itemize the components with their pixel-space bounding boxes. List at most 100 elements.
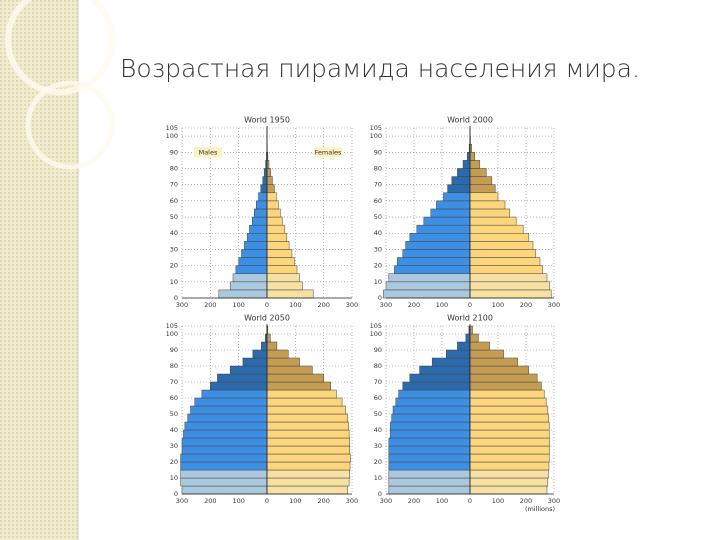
bar	[252, 349, 268, 359]
y-tick-label: 10	[170, 474, 178, 482]
bar	[388, 445, 471, 455]
bar	[210, 381, 268, 391]
deco-circle	[25, 80, 115, 170]
y-tick-label: 80	[170, 362, 178, 370]
y-tick-label: 40	[170, 426, 178, 434]
y-tick-label: 100	[370, 132, 382, 140]
bar	[246, 232, 268, 242]
bar	[457, 168, 471, 177]
y-tick-label: 70	[374, 181, 382, 189]
bar	[266, 176, 273, 185]
bar	[391, 413, 471, 423]
y-tick-label: 20	[374, 262, 382, 270]
chart-title: World 1950	[244, 116, 290, 125]
bar	[181, 437, 268, 447]
bar	[266, 241, 290, 250]
bar	[266, 453, 351, 463]
bar	[465, 333, 471, 343]
x-tick-label: 200	[520, 301, 532, 309]
bar	[266, 413, 348, 423]
y-tick-label: 0	[378, 294, 382, 302]
bar	[409, 232, 471, 242]
bar	[266, 208, 281, 218]
bar	[469, 176, 493, 185]
y-tick-label: 50	[170, 410, 178, 418]
y-tick-label: 60	[170, 197, 178, 205]
x-tick-label: 100	[492, 497, 504, 505]
y-tick-label: 50	[374, 213, 382, 221]
y-tick-label: 90	[170, 148, 178, 156]
bar	[266, 333, 271, 343]
y-tick-label: 30	[374, 442, 382, 450]
bar	[451, 176, 471, 185]
bar	[266, 381, 331, 391]
bar	[190, 405, 268, 415]
bar	[254, 208, 268, 218]
bar	[266, 397, 343, 407]
y-tick-label: 40	[170, 229, 178, 237]
x-tick-label: 200	[408, 497, 420, 505]
bar	[194, 397, 268, 407]
y-tick-label: 90	[374, 148, 382, 156]
bar	[462, 160, 471, 169]
x-tick-label: 200	[408, 301, 420, 309]
bar	[266, 168, 271, 177]
x-tick-label: 200	[204, 301, 216, 309]
bar	[469, 405, 549, 415]
y-tick-label: 40	[374, 426, 382, 434]
x-tick-label: 300	[380, 301, 392, 309]
bar	[241, 249, 268, 258]
bar	[469, 289, 552, 299]
bar	[235, 265, 268, 274]
y-tick-label: 50	[374, 410, 382, 418]
x-tick-label: 300	[346, 497, 358, 505]
bar	[266, 437, 350, 447]
bar	[266, 249, 293, 258]
bar	[181, 485, 268, 495]
y-tick-label: 50	[170, 213, 178, 221]
bar	[388, 461, 471, 471]
x-tick-label: 200	[204, 497, 216, 505]
bar	[469, 397, 547, 407]
bar	[266, 429, 350, 439]
bar	[266, 349, 289, 359]
legend-box	[194, 147, 222, 158]
legend-label: Males	[199, 148, 218, 156]
bar	[266, 289, 314, 299]
bar	[469, 152, 476, 161]
bar	[469, 357, 518, 367]
y-tick-label: 0	[378, 490, 382, 498]
y-tick-label: 80	[374, 362, 382, 370]
bar	[232, 273, 268, 283]
bar	[396, 257, 471, 266]
bar	[184, 421, 268, 431]
bar	[266, 184, 275, 194]
bar	[402, 249, 471, 258]
bar	[180, 453, 268, 463]
bar	[238, 257, 268, 266]
y-tick-label: 40	[374, 229, 382, 237]
bar	[469, 208, 511, 218]
bar	[229, 281, 268, 291]
bar	[469, 184, 496, 194]
bar	[183, 429, 268, 439]
bar	[469, 224, 524, 234]
bar	[266, 421, 349, 431]
bar	[469, 257, 541, 266]
bar	[180, 469, 268, 479]
bar	[431, 357, 471, 367]
bar	[469, 168, 487, 177]
y-tick-label: 90	[374, 346, 382, 354]
y-tick-label: 30	[374, 245, 382, 253]
y-tick-label: 90	[170, 346, 178, 354]
bar	[201, 389, 268, 399]
x-tick-label: 0	[468, 301, 472, 309]
bar	[266, 365, 313, 375]
bar	[469, 413, 549, 423]
y-tick-label: 60	[374, 394, 382, 402]
bar	[255, 200, 268, 210]
bar	[266, 341, 278, 351]
bar	[419, 365, 471, 375]
bar	[266, 485, 348, 495]
slide-title: Возрастная пирамида населения мира.	[120, 54, 640, 83]
